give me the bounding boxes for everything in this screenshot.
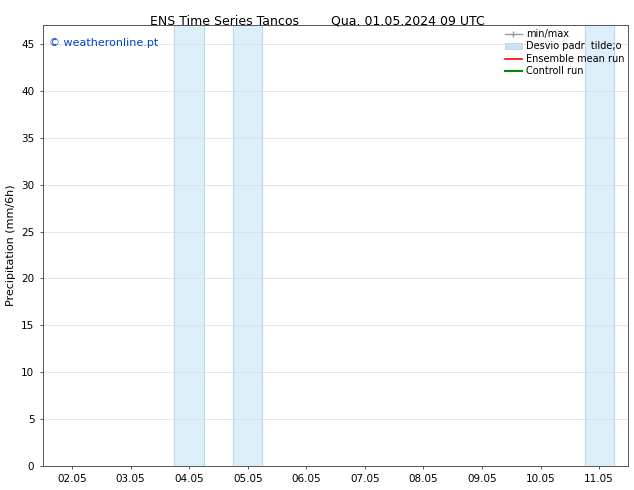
Text: © weatheronline.pt: © weatheronline.pt: [49, 38, 158, 49]
Bar: [233, 25, 262, 466]
Bar: [585, 25, 614, 466]
Legend: min/max, Desvio padr  tilde;o, Ensemble mean run, Controll run: min/max, Desvio padr tilde;o, Ensemble m…: [503, 27, 626, 78]
Text: ENS Time Series Tancos        Qua. 01.05.2024 09 UTC: ENS Time Series Tancos Qua. 01.05.2024 0…: [150, 15, 484, 28]
Y-axis label: Precipitation (mm/6h): Precipitation (mm/6h): [6, 185, 16, 306]
Bar: [174, 25, 204, 466]
